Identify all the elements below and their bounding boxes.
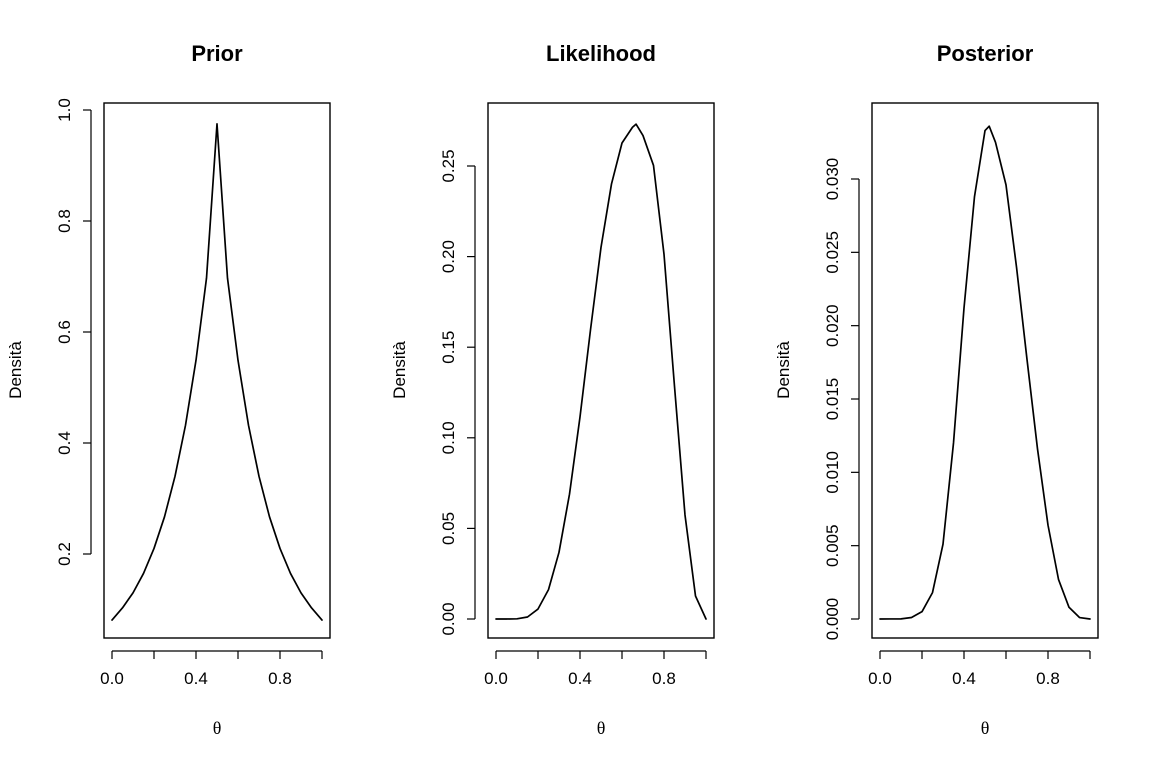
y-tick-label: 0.020 — [823, 304, 842, 347]
x-axis-label: θ — [213, 718, 222, 738]
plot-frame — [871, 102, 1099, 639]
y-axis-label: Densità — [774, 341, 793, 399]
y-tick-label: 0.25 — [439, 149, 458, 182]
y-tick-label: 0.2 — [55, 542, 74, 566]
y-axis-label: Densità — [6, 341, 25, 399]
x-tick-label: 0.8 — [268, 669, 292, 688]
x-axis-label: θ — [981, 718, 990, 738]
y-tick-label: 0.025 — [823, 231, 842, 274]
plot-frame — [487, 102, 715, 639]
x-tick-label: 0.0 — [100, 669, 124, 688]
panel-likelihood: Likelihood Densità θ 0.0 0.4 0.8 0.00 0.05 0.… — [390, 41, 715, 738]
chart-title: Likelihood — [546, 41, 656, 66]
y-tick-label: 0.000 — [823, 598, 842, 641]
y-tick-label: 0.20 — [439, 240, 458, 273]
y-tick-label: 0.8 — [55, 209, 74, 233]
x-tick-label: 0.4 — [952, 669, 976, 688]
y-tick-label: 0.6 — [55, 320, 74, 344]
chart-title: Prior — [191, 41, 243, 66]
x-tick-label: 0.8 — [652, 669, 676, 688]
series-line — [495, 123, 707, 620]
plot-frame — [103, 102, 331, 639]
y-tick-label: 0.030 — [823, 158, 842, 201]
x-tick-label: 0.0 — [484, 669, 508, 688]
y-tick-label: 0.05 — [439, 512, 458, 545]
y-tick-label: 1.0 — [55, 98, 74, 122]
y-tick-label: 0.00 — [439, 602, 458, 635]
y-tick-label: 0.4 — [55, 431, 74, 455]
panel-posterior: Posterior Densità θ 0.0 0.4 0.8 0.000 0.005 0… — [774, 41, 1099, 738]
y-tick-label: 0.005 — [823, 524, 842, 567]
series-line — [111, 123, 323, 621]
x-tick-label: 0.4 — [184, 669, 208, 688]
chart-title: Posterior — [937, 41, 1034, 66]
series-line — [879, 125, 1091, 620]
x-tick-label: 0.4 — [568, 669, 592, 688]
y-tick-label: 0.10 — [439, 421, 458, 454]
y-tick-label: 0.15 — [439, 331, 458, 364]
x-tick-label: 0.8 — [1036, 669, 1060, 688]
x-tick-label: 0.0 — [868, 669, 892, 688]
x-axis-label: θ — [597, 718, 606, 738]
y-axis-label: Densità — [390, 341, 409, 399]
panel-prior: Prior Densità θ 0.0 0.4 0.8 0.2 0.4 0.6 0.8 1.0 — [6, 41, 331, 738]
y-tick-label: 0.015 — [823, 378, 842, 421]
y-tick-label: 0.010 — [823, 451, 842, 494]
